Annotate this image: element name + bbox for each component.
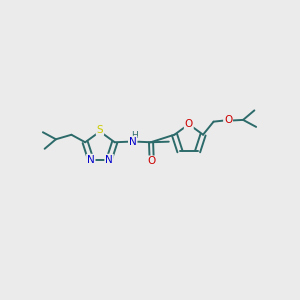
Text: N: N — [129, 137, 136, 147]
Text: O: O — [185, 119, 193, 129]
Text: S: S — [97, 125, 103, 135]
Text: N: N — [105, 154, 113, 165]
Text: O: O — [148, 156, 156, 166]
Text: O: O — [224, 116, 232, 125]
Text: H: H — [131, 131, 138, 140]
Text: N: N — [87, 154, 95, 165]
